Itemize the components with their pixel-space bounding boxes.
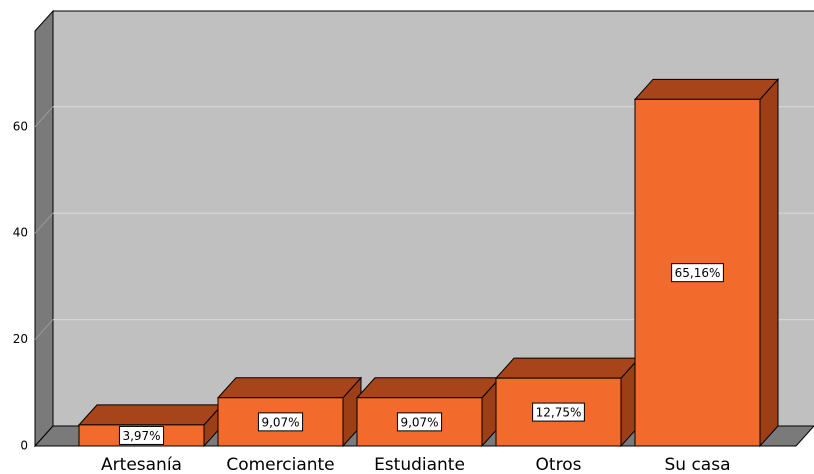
x-tick-label: Artesanía — [101, 455, 182, 474]
y-tick-label: 0 — [20, 439, 28, 453]
grid-line — [34, 106, 54, 128]
value-label: 3,97% — [122, 429, 160, 443]
value-label: 9,07% — [400, 415, 438, 429]
bar-side — [759, 78, 779, 448]
x-tick-label: Estudiante — [374, 455, 465, 474]
bar-top — [355, 377, 502, 399]
bar-top — [77, 404, 224, 426]
x-tick-label: Su casa — [664, 455, 730, 474]
value-label-box — [671, 263, 724, 283]
grid-line — [34, 212, 54, 234]
value-label-box — [532, 402, 585, 422]
value-label: 65,16% — [675, 266, 721, 280]
y-tick-label: 20 — [13, 332, 28, 346]
value-label: 9,07% — [261, 415, 299, 429]
y-tick-label: 60 — [13, 119, 28, 133]
y-tick-label: 40 — [13, 226, 28, 240]
bar-top — [216, 377, 363, 399]
value-label: 12,75% — [536, 406, 582, 420]
value-label-box — [118, 425, 165, 445]
bar-top — [494, 357, 641, 379]
left-wall — [34, 9, 54, 448]
value-label-box — [257, 412, 304, 432]
value-label-box — [396, 412, 443, 432]
x-tick-label: Otros — [536, 455, 582, 474]
x-tick-label: Comerciante — [226, 455, 334, 474]
bar-top — [633, 78, 780, 100]
grid-line — [34, 319, 54, 340]
